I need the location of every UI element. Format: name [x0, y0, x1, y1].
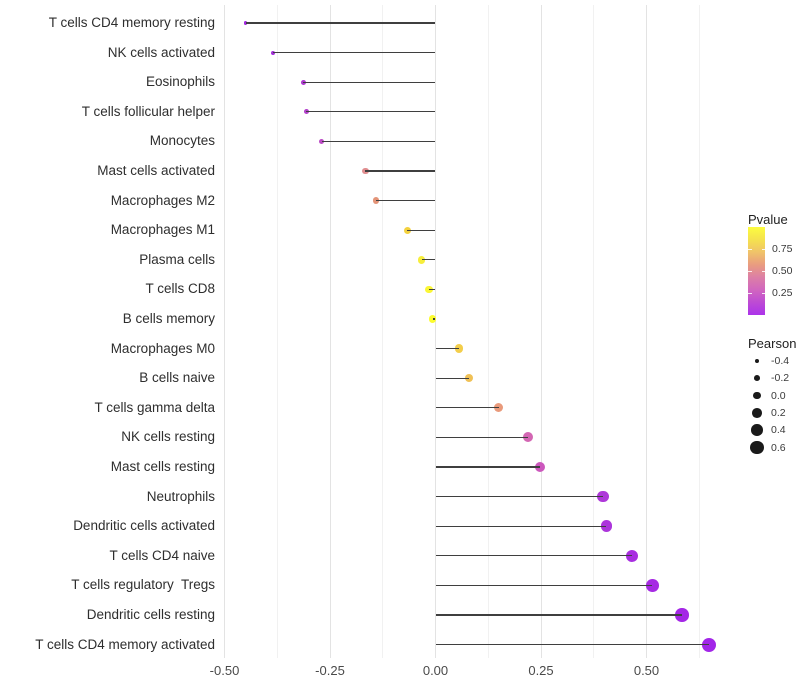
lollipop-segment [435, 348, 460, 350]
y-axis-label: B cells memory [122, 311, 215, 326]
y-axis-label: Mast cells activated [97, 163, 215, 178]
pearson-legend-label: 0.6 [771, 441, 786, 454]
lollipop-segment [435, 466, 541, 468]
lollipop-segment [407, 229, 436, 231]
y-axis-label: Dendritic cells activated [73, 518, 215, 534]
x-axis-tick-label: -0.25 [315, 663, 345, 678]
gridline-major [540, 5, 542, 658]
y-axis-label: B cells naive [139, 370, 215, 386]
lollipop-segment [435, 436, 529, 438]
gridline-major [329, 5, 331, 658]
y-axis-label: Mast cells resting [110, 459, 215, 474]
y-axis-label: Neutrophils [146, 488, 215, 504]
y-axis-label: T cells gamma delta [94, 399, 215, 415]
pearson-legend-label: 0.0 [771, 389, 786, 402]
pearson-legend-dot [751, 424, 763, 436]
pvalue-legend-tick-label: 0.25 [772, 287, 793, 299]
y-axis-label: Macrophages M1 [110, 222, 215, 238]
y-axis-label: T cells CD4 memory activated [35, 636, 215, 652]
lollipop-segment [321, 140, 436, 142]
lollipop-segment [306, 111, 436, 113]
y-axis-label: T cells CD4 memory resting [48, 15, 215, 30]
y-axis-label: Dendritic cells resting [86, 607, 215, 622]
y-axis-label: Monocytes [149, 133, 215, 149]
y-axis-label: T cells CD8 [145, 281, 215, 297]
lollipop-point [301, 79, 306, 85]
lollipop-segment [432, 318, 436, 320]
lollipop-segment [435, 496, 604, 498]
gridline-minor [382, 5, 384, 658]
lollipop-segment [272, 52, 436, 54]
y-axis-label: T cells CD4 naive [109, 547, 215, 563]
y-axis-label: NK cells activated [107, 44, 215, 60]
pearson-legend-dot [750, 440, 764, 455]
y-axis-label: Macrophages M2 [110, 192, 215, 208]
gridline-major [646, 5, 647, 658]
pearson-legend-dot [754, 375, 760, 382]
pvalue-legend-tick-mark [748, 293, 752, 294]
pvalue-legend-tick-label: 0.50 [772, 265, 793, 277]
gridline-minor [487, 5, 489, 658]
y-axis-label: Macrophages M0 [110, 340, 215, 356]
pvalue-legend-tick-mark [748, 249, 752, 250]
pvalue-legend-tick-mark [748, 271, 752, 272]
lollipop-point [626, 549, 639, 562]
lollipop-segment [303, 81, 436, 83]
pvalue-legend-tick-mark [761, 293, 765, 294]
lollipop-segment [435, 584, 653, 586]
y-axis-label: Plasma cells [139, 251, 215, 267]
x-axis-tick-label: 0.00 [422, 663, 449, 678]
pearson-legend-label: -0.4 [771, 355, 790, 367]
y-axis-label: T cells regulatory Tregs [71, 577, 215, 593]
lollipop-point [362, 167, 369, 175]
legend-pearson-title: Pearson [748, 336, 797, 351]
lollipop-segment [365, 170, 436, 172]
pvalue-legend-tick-mark [761, 271, 765, 272]
lollipop-segment [435, 614, 682, 616]
lollipop-segment [421, 259, 436, 261]
pearson-legend-label: 0.2 [771, 406, 786, 419]
x-axis-tick-label: 0.50 [633, 663, 660, 678]
legend-pvalue-title: Pvalue [748, 212, 788, 227]
x-axis-tick-label: 0.25 [528, 663, 554, 678]
gridline-minor [276, 5, 278, 658]
gridline-minor [698, 5, 700, 658]
pearson-legend-label: 0.4 [771, 424, 786, 437]
lollipop-segment [245, 22, 436, 24]
lollipop-segment [429, 288, 436, 290]
gridline-major [224, 5, 225, 658]
pearson-legend-dot [752, 408, 762, 418]
lollipop-segment [435, 525, 607, 527]
pvalue-gradient-bar [748, 227, 765, 315]
lollipop-segment [435, 377, 469, 379]
y-axis-label: Eosinophils [145, 74, 215, 90]
pearson-legend-dot [753, 391, 761, 400]
lollipop-segment [435, 407, 499, 409]
lollipop-point [675, 608, 689, 622]
pvalue-legend-tick-mark [761, 249, 765, 250]
y-axis-label: NK cells resting [121, 429, 215, 445]
x-axis-tick-label: -0.50 [209, 663, 240, 678]
gridline-minor [593, 5, 595, 658]
pvalue-legend-tick-label: 0.75 [772, 243, 793, 255]
lollipop-segment [435, 644, 709, 646]
lollipop-segment [435, 555, 633, 557]
pearson-legend-dot [755, 359, 759, 363]
lollipop-point [535, 461, 546, 473]
lollipop-segment [375, 200, 436, 202]
y-axis-label: T cells follicular helper [81, 103, 215, 119]
pearson-legend-label: -0.2 [771, 372, 790, 385]
gridline-major [435, 5, 436, 658]
